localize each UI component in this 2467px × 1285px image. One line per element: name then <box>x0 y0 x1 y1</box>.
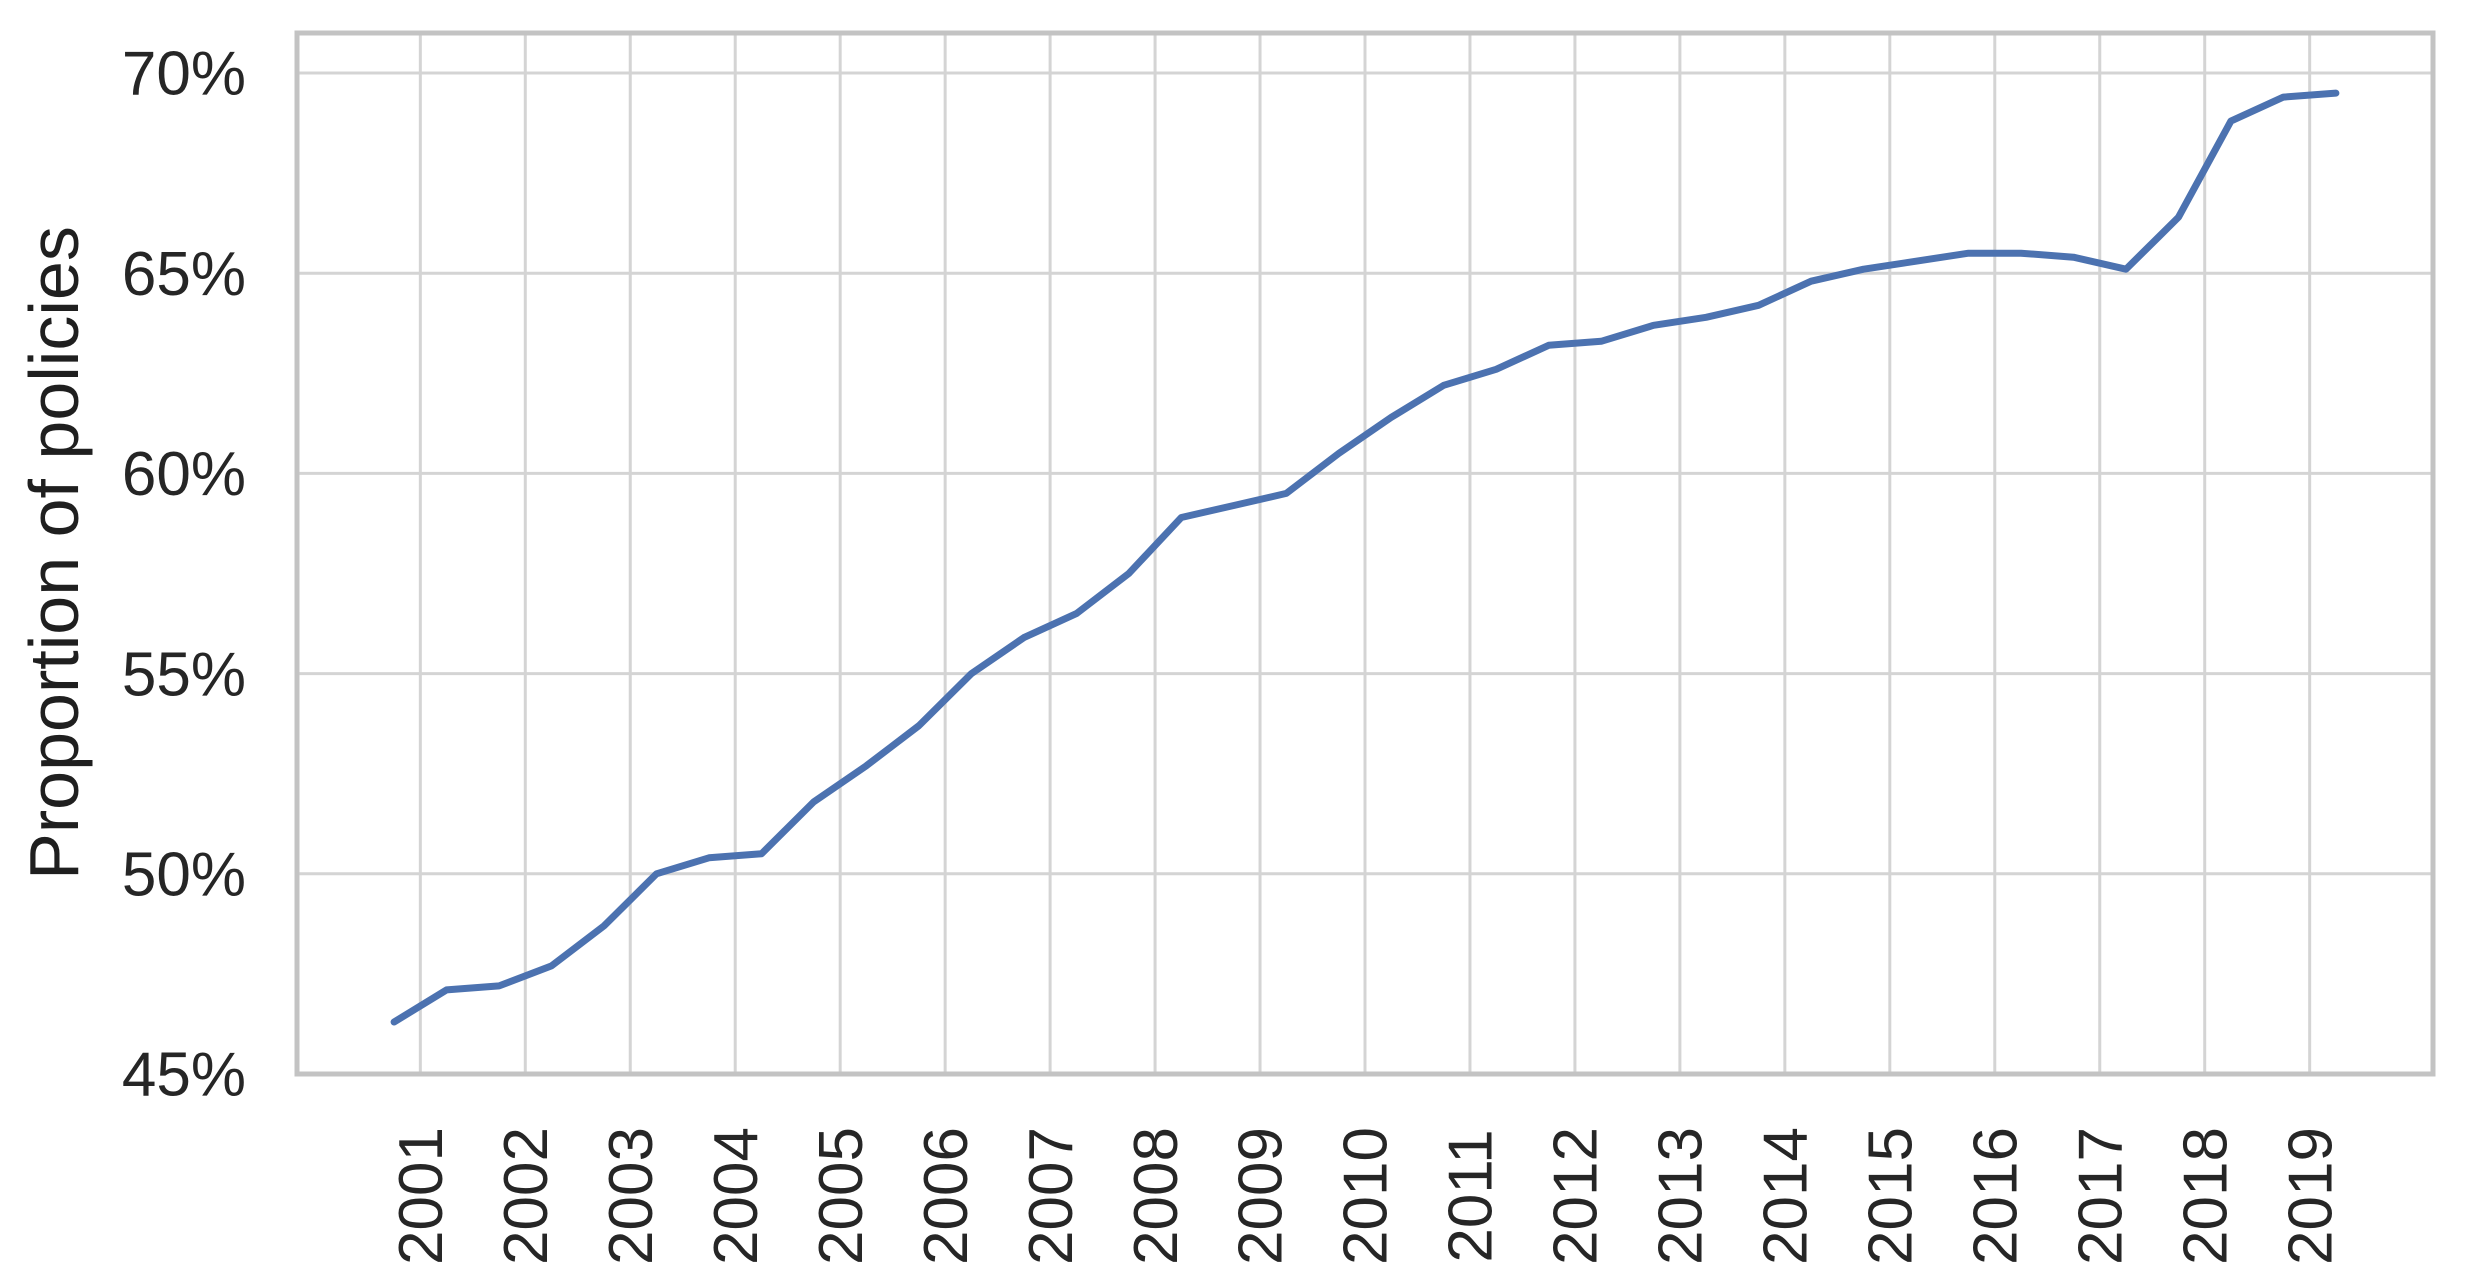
x-tick-label: 2015 <box>1857 1127 1926 1265</box>
x-tick-label: 2011 <box>1437 1129 1506 1262</box>
y-tick-label: 45% <box>122 1041 246 1110</box>
x-tick-label: 2014 <box>1752 1127 1821 1265</box>
gridlines <box>297 33 2433 1076</box>
y-axis-title: Proportion of policies <box>15 226 93 880</box>
x-tick-label: 2005 <box>807 1127 876 1265</box>
x-tick-label: 2009 <box>1227 1127 1296 1265</box>
x-tick-label: 2008 <box>1122 1127 1191 1265</box>
series-lines <box>390 89 2340 1026</box>
y-tick-label: 60% <box>122 440 246 509</box>
y-tick-label: 65% <box>122 240 246 309</box>
x-tick-label: 2019 <box>2276 1127 2345 1265</box>
x-tick-label: 2004 <box>702 1127 771 1265</box>
x-tick-label: 2018 <box>2171 1127 2240 1265</box>
y-axis-tick-labels: 45% 50% 55% 60% 65% 70% <box>122 40 246 1110</box>
y-tick-label: 50% <box>122 841 246 910</box>
x-tick-label: 2007 <box>1017 1127 1086 1265</box>
x-tick-label: 2012 <box>1542 1127 1611 1265</box>
x-tick-label: 2003 <box>597 1127 666 1265</box>
x-tick-label: 2006 <box>912 1127 981 1265</box>
plot-border <box>294 30 2436 1077</box>
x-axis-tick-labels: 2001 2002 2003 2004 2005 2006 2007 2008 2009 2010… <box>387 1127 2345 1265</box>
x-tick-label: 2013 <box>1647 1127 1716 1265</box>
y-tick-label: 70% <box>122 40 246 109</box>
x-tick-label: 2002 <box>492 1127 561 1265</box>
x-tick-label: 2016 <box>1962 1127 2031 1265</box>
x-tick-label: 2010 <box>1332 1127 1401 1265</box>
data-series-line <box>390 89 2340 1026</box>
x-tick-label: 2001 <box>387 1127 456 1265</box>
x-tick-label: 2017 <box>2066 1127 2135 1265</box>
y-tick-label: 55% <box>122 640 246 709</box>
